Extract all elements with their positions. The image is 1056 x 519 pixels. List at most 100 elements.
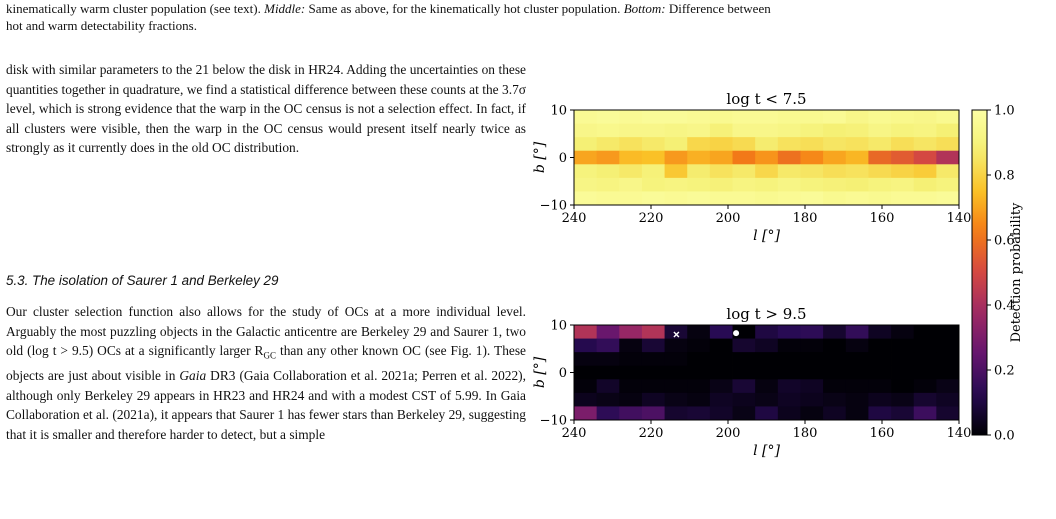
heatmap-cell bbox=[619, 406, 643, 421]
heatmap-cell bbox=[936, 177, 960, 192]
heatmap-cell bbox=[891, 392, 915, 407]
y-tick-label: −10 bbox=[540, 199, 567, 214]
heatmap-cell bbox=[823, 325, 847, 339]
heatmap-cell bbox=[823, 352, 847, 367]
heatmap-cell bbox=[891, 150, 915, 165]
figure-caption: kinematically warm cluster population (s… bbox=[6, 0, 1050, 34]
x-tick-label: 140 bbox=[947, 426, 972, 441]
heatmap-cell bbox=[664, 110, 688, 124]
x-tick-label: 160 bbox=[870, 211, 895, 226]
heatmap-cell bbox=[687, 365, 711, 380]
heatmap-cell bbox=[845, 365, 869, 380]
heatmap-cell bbox=[641, 150, 665, 165]
heatmap-cell bbox=[891, 164, 915, 179]
heatmap-cell bbox=[664, 325, 688, 339]
heatmap-cell bbox=[664, 365, 688, 380]
heatmap-cell bbox=[800, 392, 824, 407]
heatmap-cell bbox=[845, 123, 869, 138]
x-tick-label: 220 bbox=[639, 426, 664, 441]
heatmap-cell bbox=[823, 338, 847, 353]
heatmap-cell bbox=[641, 191, 665, 206]
heatmap-cell bbox=[936, 191, 960, 206]
heatmap-cell bbox=[732, 325, 756, 339]
x-tick-label: 200 bbox=[716, 426, 741, 441]
saurer-1-marker bbox=[673, 331, 680, 338]
heatmap-cell bbox=[891, 110, 915, 124]
heatmap-cell bbox=[687, 338, 711, 353]
heatmap-cell bbox=[913, 150, 937, 165]
heatmap-cell bbox=[664, 150, 688, 165]
heatmap-cell bbox=[777, 191, 801, 206]
heatmap-cell bbox=[619, 137, 643, 152]
heatmap-cell bbox=[574, 123, 598, 138]
heatmap-cell bbox=[891, 338, 915, 353]
heatmap-cell bbox=[891, 406, 915, 421]
heatmap-cell bbox=[732, 123, 756, 138]
panel-title: log t > 9.5 bbox=[726, 305, 806, 323]
panel-title: log t < 7.5 bbox=[726, 90, 806, 108]
paragraph-isolation: Our cluster selection function also allo… bbox=[6, 302, 526, 444]
heatmap-cell bbox=[755, 137, 779, 152]
heatmap-cell bbox=[687, 177, 711, 192]
y-axis-label: b [°] bbox=[532, 356, 548, 388]
heatmap-cell bbox=[823, 137, 847, 152]
colorbar-tick-label: 0.6 bbox=[994, 234, 1015, 249]
heatmap-cell bbox=[574, 365, 598, 380]
heatmap-cell bbox=[709, 325, 733, 339]
heatmap-cell bbox=[777, 137, 801, 152]
x-tick-label: 140 bbox=[947, 211, 972, 226]
heatmap-cell bbox=[664, 177, 688, 192]
heatmap-cell bbox=[800, 406, 824, 421]
heatmap-cell bbox=[596, 325, 620, 339]
heatmap-cell bbox=[868, 365, 892, 380]
heatmap-cell bbox=[755, 191, 779, 206]
heatmap-cell bbox=[891, 177, 915, 192]
heatmap-cell bbox=[732, 137, 756, 152]
heatmap-cell bbox=[574, 191, 598, 206]
caption-middle-label: Middle: bbox=[264, 1, 306, 16]
heatmap-cell bbox=[936, 164, 960, 179]
heatmap-cell bbox=[641, 392, 665, 407]
heatmap-cell bbox=[868, 123, 892, 138]
heatmap-cell bbox=[641, 338, 665, 353]
heatmap-cell bbox=[891, 365, 915, 380]
heatmap-cell bbox=[574, 325, 598, 339]
y-tick-label: 0 bbox=[559, 366, 567, 381]
heatmap-cell bbox=[574, 338, 598, 353]
heatmap-cell bbox=[913, 352, 937, 367]
heatmap-cell bbox=[800, 191, 824, 206]
heatmap-cell bbox=[823, 191, 847, 206]
heatmap-cell bbox=[913, 191, 937, 206]
x-axis-label: l [°] bbox=[753, 228, 780, 244]
heatmap-cell bbox=[777, 110, 801, 124]
heatmap-cell bbox=[709, 338, 733, 353]
heatmap-cell bbox=[596, 110, 620, 124]
heatmap-cell bbox=[596, 177, 620, 192]
heatmap-cell bbox=[709, 164, 733, 179]
heatmap-cell bbox=[709, 406, 733, 421]
heatmap-cell bbox=[777, 177, 801, 192]
heatmap-cell bbox=[755, 177, 779, 192]
heatmap-cell bbox=[619, 150, 643, 165]
x-tick-label: 240 bbox=[562, 211, 587, 226]
caption-bottom-label: Bottom: bbox=[623, 1, 666, 16]
heatmap-cell bbox=[845, 164, 869, 179]
heatmap-cell bbox=[936, 137, 960, 152]
heatmap-cell bbox=[755, 150, 779, 165]
heatmap-cell bbox=[596, 338, 620, 353]
heatmap-cell bbox=[574, 379, 598, 394]
heatmap-cell bbox=[800, 379, 824, 394]
heatmap-cell bbox=[732, 338, 756, 353]
heatmap-cell bbox=[800, 150, 824, 165]
heatmap-cell bbox=[619, 110, 643, 124]
heatmap-cell bbox=[868, 110, 892, 124]
paragraph-text: disk with similar parameters to the 21 b… bbox=[6, 62, 526, 155]
heatmap-cell bbox=[777, 325, 801, 339]
heatmap-cell bbox=[709, 191, 733, 206]
heatmap-cell bbox=[891, 123, 915, 138]
heatmap-cell bbox=[574, 406, 598, 421]
heatmap-cell bbox=[913, 137, 937, 152]
heatmap-cell bbox=[891, 191, 915, 206]
heatmap-cell bbox=[800, 325, 824, 339]
heatmap-cell bbox=[687, 406, 711, 421]
